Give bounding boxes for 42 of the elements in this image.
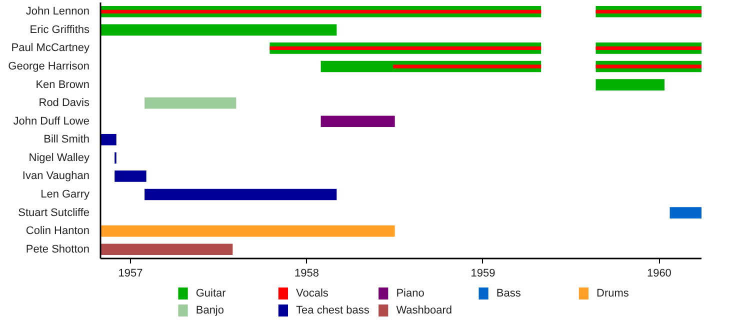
y-tick-label: Eric Griffiths xyxy=(30,24,90,36)
bar xyxy=(144,97,236,109)
y-tick-label: John Lennon xyxy=(26,6,90,18)
y-tick-label: Pete Shotton xyxy=(26,243,90,256)
y-tick-label: Ivan Vaughan xyxy=(22,170,90,182)
y-tick-label: Colin Hanton xyxy=(26,225,90,238)
bar xyxy=(670,207,702,218)
x-tick-label: 1959 xyxy=(470,268,496,280)
legend-label: Piano xyxy=(396,288,424,300)
bar xyxy=(270,46,542,50)
y-tick-label: Len Garry xyxy=(40,188,90,200)
bar xyxy=(100,244,233,256)
bar xyxy=(596,79,664,90)
y-tick-label: George Harrison xyxy=(8,60,90,72)
bar xyxy=(320,116,395,128)
y-tick-label: Ken Brown xyxy=(36,78,90,91)
bar xyxy=(596,46,702,50)
bar xyxy=(393,64,542,68)
bar xyxy=(114,170,146,182)
bar xyxy=(100,225,395,237)
y-tick-label: John Duff Lowe xyxy=(13,115,90,128)
y-tick-label: Nigel Walley xyxy=(28,152,90,164)
y-tick-label: Bill Smith xyxy=(44,134,90,146)
bar xyxy=(596,64,702,68)
y-tick-label: Rod Davis xyxy=(38,97,90,110)
legend-label: Vocals xyxy=(296,288,329,300)
bar xyxy=(100,134,116,146)
bar xyxy=(100,10,542,14)
x-tick-label: 1958 xyxy=(294,268,319,280)
bar xyxy=(596,10,702,14)
y-tick-label: Stuart Sutcliffe xyxy=(18,206,90,219)
bar xyxy=(100,24,337,36)
x-tick-label: 1960 xyxy=(646,268,672,280)
legend-label: Tea chest bass xyxy=(296,304,370,316)
legend-label: Washboard xyxy=(396,304,452,316)
x-tick-label: 1957 xyxy=(118,268,143,280)
y-tick-label: Paul McCartney xyxy=(11,42,90,54)
legend-label: Bass xyxy=(496,288,522,300)
legend-label: Drums xyxy=(596,288,630,300)
legend-label: Guitar xyxy=(196,288,226,300)
legend-label: Banjo xyxy=(196,304,224,316)
bar xyxy=(144,188,337,200)
